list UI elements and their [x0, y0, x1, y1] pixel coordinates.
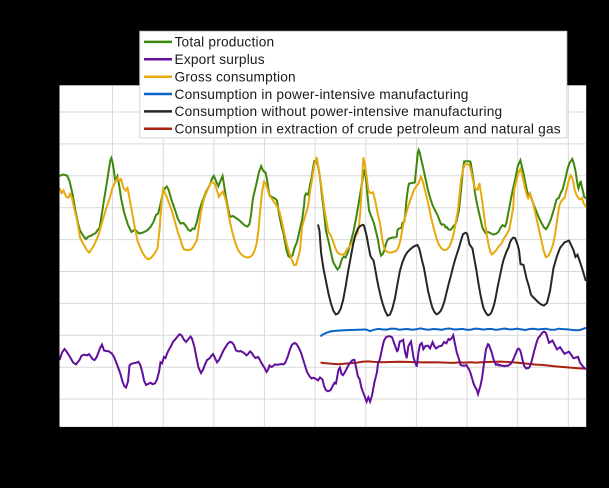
- svg-text:Consumption in power-intensive: Consumption in power-intensive manufactu…: [175, 87, 469, 102]
- svg-text:Total production: Total production: [175, 35, 275, 50]
- svg-text:Gross consumption: Gross consumption: [175, 70, 296, 85]
- svg-text:Consumption in extraction of c: Consumption in extraction of crude petro…: [175, 122, 561, 137]
- svg-text:Export surplus: Export surplus: [175, 52, 265, 67]
- svg-text:Consumption without power-inte: Consumption without power-intensive manu…: [175, 104, 503, 119]
